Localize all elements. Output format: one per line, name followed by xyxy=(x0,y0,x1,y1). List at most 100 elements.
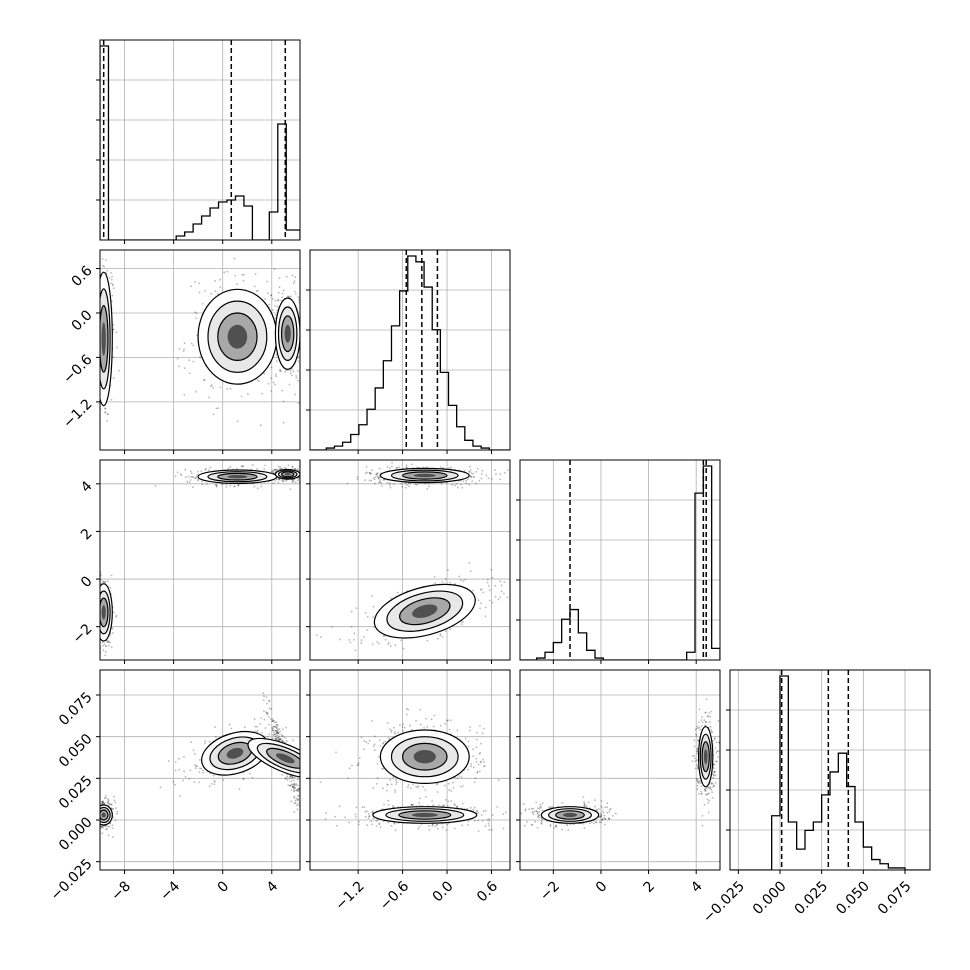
scatter-point xyxy=(474,819,476,822)
scatter-point xyxy=(96,810,98,812)
scatter-point xyxy=(292,480,295,483)
scatter-point xyxy=(540,822,543,824)
scatter-point xyxy=(194,281,197,283)
scatter-point xyxy=(292,779,295,782)
scatter-point xyxy=(468,483,471,486)
scatter-point xyxy=(180,474,183,477)
scatter-point xyxy=(94,616,96,618)
y-tick-label: 2 xyxy=(78,526,96,544)
scatter-point xyxy=(453,827,456,830)
scatter-point xyxy=(445,829,448,832)
scatter-point xyxy=(201,303,204,305)
scatter-point xyxy=(256,467,258,470)
scatter-point xyxy=(282,740,284,743)
scatter-point xyxy=(272,729,275,732)
scatter-point xyxy=(279,738,282,741)
scatter-point xyxy=(243,777,245,780)
scatter-point xyxy=(259,723,261,725)
scatter-point xyxy=(354,813,357,816)
scatter-point xyxy=(184,476,187,479)
scatter-point xyxy=(96,816,98,818)
scatter-point xyxy=(404,482,407,485)
scatter-point xyxy=(107,834,110,837)
scatter-point xyxy=(242,778,245,780)
scatter-point xyxy=(470,475,473,478)
scatter-point xyxy=(91,814,93,816)
scatter-point xyxy=(198,781,201,784)
scatter-point xyxy=(238,788,241,790)
scatter-point xyxy=(95,370,97,372)
scatter-point xyxy=(94,610,96,612)
scatter-point xyxy=(382,820,385,823)
scatter-point xyxy=(98,809,100,811)
scatter-point xyxy=(97,414,99,416)
scatter-point xyxy=(278,478,281,481)
scatter-point xyxy=(93,351,95,353)
scatter-point xyxy=(373,478,376,481)
scatter-point xyxy=(302,477,304,479)
scatter-point xyxy=(291,777,294,779)
scatter-point xyxy=(504,471,506,474)
scatter-point xyxy=(608,818,611,820)
scatter-point xyxy=(302,801,304,803)
scatter-point xyxy=(473,806,476,809)
scatter-point xyxy=(272,731,275,734)
scatter-point xyxy=(277,732,279,735)
scatter-point xyxy=(276,731,279,734)
scatter-point xyxy=(419,723,422,726)
scatter-point xyxy=(532,813,535,815)
scatter-point xyxy=(601,810,604,812)
scatter-point xyxy=(274,480,276,482)
scatter-point xyxy=(456,486,459,489)
scatter-point xyxy=(376,472,379,475)
scatter-point xyxy=(378,755,380,758)
scatter-point xyxy=(411,463,413,466)
scatter-point xyxy=(499,478,501,481)
scatter-point xyxy=(479,760,482,763)
scatter-point xyxy=(255,290,258,293)
scatter-point xyxy=(179,795,181,797)
scatter-point xyxy=(112,377,115,380)
scatter-point xyxy=(388,484,391,486)
scatter-point xyxy=(270,294,273,297)
scatter-point xyxy=(276,732,278,734)
scatter-point xyxy=(476,771,479,774)
scatter-point xyxy=(377,477,380,480)
scatter-point xyxy=(101,257,104,260)
scatter-point xyxy=(278,738,281,741)
scatter-point xyxy=(338,638,341,641)
scatter-point xyxy=(449,581,452,584)
scatter-point xyxy=(98,636,100,638)
scatter-point xyxy=(302,317,304,319)
scatter-point xyxy=(210,384,213,387)
scatter-point xyxy=(107,413,109,415)
scatter-point xyxy=(95,599,97,601)
scatter-point xyxy=(480,477,483,480)
scatter-point xyxy=(95,328,97,330)
scatter-point xyxy=(450,790,453,792)
scatter-point xyxy=(96,816,98,818)
scatter-point xyxy=(281,292,284,295)
scatter-point xyxy=(275,735,277,738)
scatter-point xyxy=(110,803,113,806)
scatter-point xyxy=(214,726,217,728)
scatter-point xyxy=(478,753,481,755)
scatter-point xyxy=(289,776,291,778)
scatter-point xyxy=(408,485,411,488)
scatter-point xyxy=(371,811,374,814)
scatter-point xyxy=(379,745,382,747)
scatter-point xyxy=(297,787,300,790)
x-tick-label: 0.6 xyxy=(474,878,501,905)
scatter-point xyxy=(465,482,467,485)
scatter-point xyxy=(272,309,274,312)
scatter-point xyxy=(268,733,271,736)
scatter-point xyxy=(188,372,191,374)
scatter-point xyxy=(106,798,109,800)
scatter-point xyxy=(107,800,110,803)
axes-frame xyxy=(99,459,301,661)
scatter-point xyxy=(393,726,395,729)
scatter-point xyxy=(436,827,439,830)
scatter-point xyxy=(212,386,215,389)
scatter-point xyxy=(378,739,381,742)
scatter-point xyxy=(295,783,298,785)
